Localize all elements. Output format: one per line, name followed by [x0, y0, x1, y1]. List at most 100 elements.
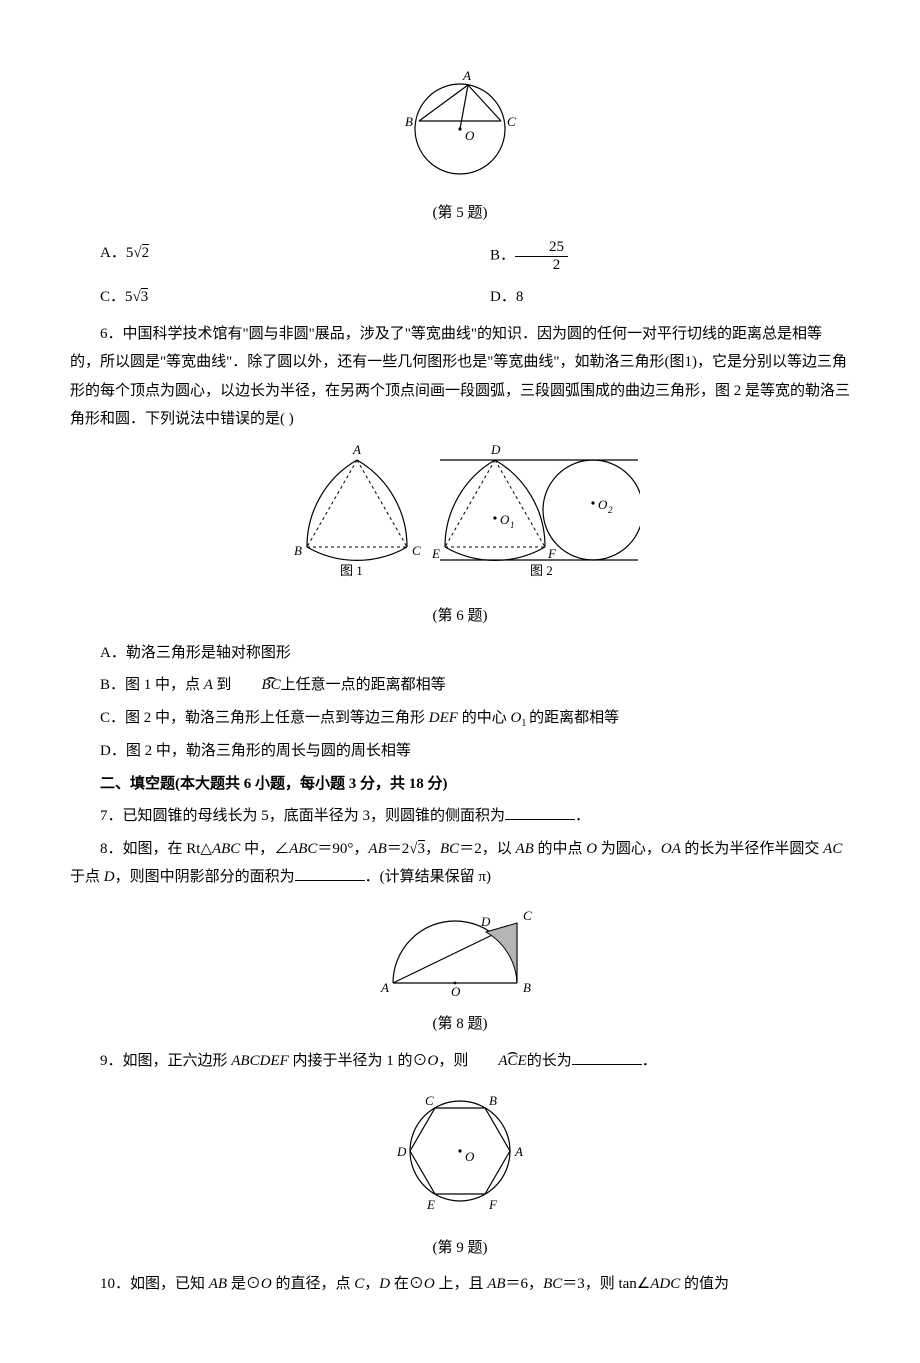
- q10-pre: 10．如图，已知: [100, 1276, 209, 1292]
- q5-option-a-label: A．: [100, 245, 126, 261]
- q5-option-b-label: B．: [490, 247, 515, 263]
- svg-text:C: C: [412, 543, 421, 558]
- q6-figure: A B C 图 1 D E F O1 O2 图 2: [70, 440, 850, 601]
- svg-text:B: B: [294, 543, 302, 558]
- q6-c-sub: 1: [521, 718, 529, 729]
- svg-text:图 1: 图 1: [340, 563, 363, 578]
- svg-text:图 2: 图 2: [530, 563, 553, 578]
- q8-bc: BC: [440, 841, 459, 857]
- svg-text:O: O: [465, 128, 475, 143]
- q6-c-def: DEF: [429, 710, 462, 726]
- svg-text:O: O: [451, 984, 461, 998]
- svg-text:1: 1: [510, 520, 515, 530]
- q6-c-mid: 的中心: [462, 710, 511, 726]
- q8-o: O: [586, 841, 601, 857]
- q7-pre: 7．已知圆锥的母线长为 5，底面半径为 3，则圆锥的侧面积为: [100, 808, 505, 824]
- svg-text:D: D: [480, 914, 491, 929]
- q10-d: D: [379, 1276, 394, 1292]
- q10-adc: ADC: [650, 1276, 684, 1292]
- q5-option-d-label: D．: [490, 289, 516, 305]
- q5-option-d: D．8: [460, 283, 850, 312]
- svg-text:E: E: [426, 1197, 435, 1212]
- svg-text:O: O: [598, 497, 608, 512]
- q5-svg: A B C O: [395, 66, 525, 186]
- q6-b-arc: BC: [231, 671, 280, 700]
- q5-b-den: 2: [515, 257, 568, 274]
- q6-b-A: A: [204, 677, 217, 693]
- q8-oa: OA: [661, 841, 684, 857]
- q10-o: O: [261, 1276, 276, 1292]
- q8-post: ．(计算结果保留 π): [365, 869, 491, 885]
- svg-text:D: D: [396, 1144, 407, 1159]
- q9-m2: ，则: [438, 1053, 468, 1069]
- q8-pre: 8．如图，在 Rt△: [100, 841, 212, 857]
- q10-ab2: AB: [487, 1276, 505, 1292]
- q9-post: ．: [642, 1053, 657, 1069]
- svg-text:F: F: [547, 546, 557, 561]
- q8-d: D: [104, 869, 115, 885]
- q6-b-mid: 到: [216, 677, 231, 693]
- q6-c-pre: C．图 2 中，勒洛三角形上任意一点到等边三角形: [100, 710, 429, 726]
- q7-post: ．: [575, 808, 590, 824]
- q10-m5: 的值为: [684, 1276, 729, 1292]
- q8-eq1: ＝2√3，: [387, 840, 440, 857]
- q9-pre: 9．如图，正六边形: [100, 1053, 231, 1069]
- section2-title: 二、填空题(本大题共 6 小题，每小题 3 分，共 18 分): [70, 770, 850, 799]
- q10-stem: 10．如图，已知 AB 是⊙O 的直径，点 C，D 在⊙O 上，且 AB＝6，B…: [70, 1270, 850, 1299]
- q7-stem: 7．已知圆锥的母线长为 5，底面半径为 3，则圆锥的侧面积为 ．: [70, 802, 850, 831]
- q5-figure: A B C O: [70, 66, 850, 197]
- q8-ac: AC: [823, 841, 842, 857]
- q8-blank: [295, 865, 365, 881]
- q6-stem: 6．中国科学技术馆有"圆与非圆"展品，涉及了"等宽曲线"的知识．因为圆的任何一对…: [70, 320, 850, 434]
- q9-svg: A B C D E F O: [385, 1081, 535, 1221]
- q9-figure: A B C D E F O: [70, 1081, 850, 1232]
- q5-d-value: 8: [516, 289, 524, 305]
- q6-option-b: B．图 1 中，点 A 到BC上任意一点的距离都相等: [70, 671, 850, 700]
- svg-text:O: O: [465, 1149, 475, 1164]
- q10-ab: AB: [209, 1276, 231, 1292]
- svg-text:B: B: [489, 1093, 497, 1108]
- q8-eq2: ＝2，以: [459, 841, 515, 857]
- q10-m1: 是⊙: [231, 1276, 261, 1292]
- q7-blank: [505, 804, 575, 820]
- svg-text:2: 2: [608, 505, 613, 515]
- svg-text:C: C: [507, 114, 516, 129]
- q10-eq2: ＝3，则 tan∠: [562, 1276, 650, 1292]
- q8-ab2: AB: [515, 841, 537, 857]
- q10-eq1: ＝6，: [506, 1276, 544, 1292]
- svg-text:B: B: [523, 980, 531, 995]
- q6-option-a: A．勒洛三角形是轴对称图形: [70, 639, 850, 668]
- q8-m6: 于点: [70, 869, 104, 885]
- q5-options-row2: C．5√3 D．8: [70, 279, 850, 316]
- q5-b-num: 25: [515, 239, 568, 257]
- q10-o2: O: [424, 1276, 439, 1292]
- q6-c-O1: O: [510, 710, 521, 726]
- q10-c: C: [354, 1276, 364, 1292]
- q8-m3: 的中点: [538, 841, 587, 857]
- q6-option-d: D．图 2 中，勒洛三角形的周长与圆的周长相等: [70, 737, 850, 766]
- q9-m3: 的长为: [527, 1053, 572, 1069]
- q9-arc: ACE: [468, 1047, 526, 1076]
- q8-m2: ＝90°，: [317, 841, 368, 857]
- q8-abc2: ABC: [289, 841, 317, 857]
- svg-text:D: D: [490, 442, 501, 457]
- q9-stem: 9．如图，正六边形 ABCDEF 内接于半径为 1 的⊙O，则ACE的长为．: [70, 1047, 850, 1076]
- q9-m1: 内接于半径为 1 的⊙: [293, 1053, 428, 1069]
- svg-text:A: A: [352, 442, 361, 457]
- q9-hex: ABCDEF: [231, 1053, 292, 1069]
- svg-text:E: E: [431, 546, 440, 561]
- svg-text:A: A: [514, 1144, 523, 1159]
- q9-blank: [572, 1049, 642, 1065]
- q6-option-c: C．图 2 中，勒洛三角形上任意一点到等边三角形 DEF 的中心 O1 的距离都…: [70, 704, 850, 734]
- q8-m5: 的长为半径作半圆交: [684, 841, 823, 857]
- q8-m1: 中，∠: [244, 841, 289, 857]
- q6-b-pre: B．图 1 中，点: [100, 677, 204, 693]
- q10-m2: 的直径，点: [275, 1276, 354, 1292]
- svg-text:A: A: [462, 68, 471, 83]
- q8-figure-caption: (第 8 题): [70, 1010, 850, 1039]
- q10-m4: 上，且: [438, 1276, 487, 1292]
- q8-stem: 8．如图，在 Rt△ABC 中，∠ABC＝90°，AB＝2√3，BC＝2，以 A…: [70, 835, 850, 892]
- q10-comma: ，: [364, 1276, 379, 1292]
- q5-option-c: C．5√3: [70, 283, 460, 312]
- q5-figure-caption: (第 5 题): [70, 199, 850, 228]
